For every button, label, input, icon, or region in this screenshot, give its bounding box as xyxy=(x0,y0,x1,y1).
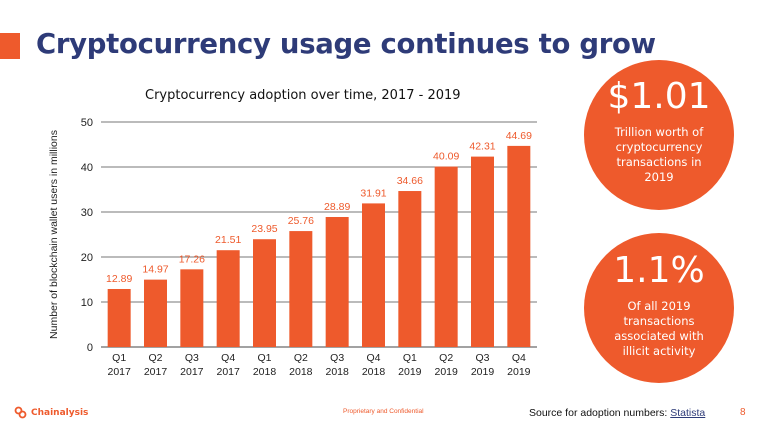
bar-value-label: 12.89 xyxy=(106,273,132,285)
x-tick-label-year: 2018 xyxy=(253,366,277,378)
x-tick-label-quarter: Q1 xyxy=(403,352,417,364)
x-tick-label-year: 2018 xyxy=(289,366,313,378)
bar-value-label: 28.89 xyxy=(324,201,350,213)
bar-value-label: 14.97 xyxy=(142,264,168,276)
y-tick-label: 0 xyxy=(87,342,93,354)
page-number: 8 xyxy=(740,407,746,418)
bar xyxy=(253,239,276,347)
x-tick-label-year: 2019 xyxy=(507,366,531,378)
bar xyxy=(180,269,204,347)
bar xyxy=(471,156,494,347)
bar xyxy=(398,191,422,347)
x-tick-label-year: 2018 xyxy=(325,366,349,378)
stat-text-transactions: Trillion worth of cryptocurrency transac… xyxy=(614,125,704,184)
stat-text-illicit: Of all 2019 transactions associated with… xyxy=(614,299,704,358)
bar-value-label: 42.31 xyxy=(469,141,495,153)
y-axis-label: Number of blockchain wallet users in mil… xyxy=(48,130,60,339)
chainalysis-logo: Chainalysis xyxy=(14,406,88,419)
stat-value-transactions: $1.01 xyxy=(607,76,711,117)
x-tick-label-quarter: Q3 xyxy=(330,352,344,364)
x-tick-label-year: 2017 xyxy=(107,366,131,378)
bar-value-label: 40.09 xyxy=(433,151,459,163)
x-tick-label-quarter: Q2 xyxy=(439,352,453,364)
x-tick-label-year: 2017 xyxy=(180,366,204,378)
bar xyxy=(434,166,458,347)
bar xyxy=(216,250,240,347)
y-tick-label: 50 xyxy=(81,117,93,129)
x-tick-label-quarter: Q4 xyxy=(366,352,380,364)
x-tick-label-quarter: Q4 xyxy=(512,352,526,364)
x-tick-label-quarter: Q1 xyxy=(257,352,271,364)
x-tick-label-quarter: Q2 xyxy=(148,352,162,364)
x-tick-label-quarter: Q3 xyxy=(475,352,489,364)
x-tick-label-year: 2017 xyxy=(216,366,240,378)
y-tick-label: 40 xyxy=(81,162,93,174)
x-tick-label-year: 2019 xyxy=(471,366,495,378)
y-tick-label: 10 xyxy=(81,297,93,309)
bar-value-label: 23.95 xyxy=(251,223,277,235)
bar xyxy=(362,203,385,347)
bar xyxy=(107,288,131,347)
source-note: Source for adoption numbers: Statista xyxy=(529,407,705,419)
x-tick-label-year: 2017 xyxy=(144,366,168,378)
bar-value-label: 31.91 xyxy=(360,187,386,199)
title-accent-bar xyxy=(0,33,20,59)
bar-value-label: 34.66 xyxy=(397,175,423,187)
bar-value-label: 44.69 xyxy=(506,130,532,142)
stat-value-illicit: 1.1% xyxy=(613,250,705,291)
y-tick-label: 20 xyxy=(81,252,93,264)
bar xyxy=(325,216,349,347)
x-tick-label-year: 2019 xyxy=(398,366,422,378)
logo-text: Chainalysis xyxy=(31,407,89,418)
chart-title: Cryptocurrency adoption over time, 2017 … xyxy=(145,88,461,103)
bar-value-label: 21.51 xyxy=(215,234,241,246)
x-tick-label-year: 2018 xyxy=(362,366,386,378)
x-tick-label-quarter: Q2 xyxy=(294,352,308,364)
y-tick-label: 30 xyxy=(81,207,93,219)
bar xyxy=(507,145,531,347)
x-tick-label-year: 2019 xyxy=(434,366,458,378)
confidential-notice: Proprietary and Confidential xyxy=(343,408,424,415)
stat-circle-illicit: 1.1% Of all 2019 transactions associated… xyxy=(584,233,734,383)
bar-value-label: 17.26 xyxy=(179,253,205,265)
chainalysis-logo-icon xyxy=(14,406,27,419)
bar-value-label: 25.76 xyxy=(288,215,314,227)
x-tick-label-quarter: Q3 xyxy=(185,352,199,364)
source-prefix: Source for adoption numbers: xyxy=(529,407,671,419)
slide-title: Cryptocurrency usage continues to grow xyxy=(36,28,656,60)
x-tick-label-quarter: Q1 xyxy=(112,352,126,364)
bar xyxy=(289,231,313,347)
x-tick-label-quarter: Q4 xyxy=(221,352,235,364)
bar xyxy=(144,279,167,347)
stat-circle-transactions: $1.01 Trillion worth of cryptocurrency t… xyxy=(584,60,734,210)
source-link-statista[interactable]: Statista xyxy=(670,407,706,419)
